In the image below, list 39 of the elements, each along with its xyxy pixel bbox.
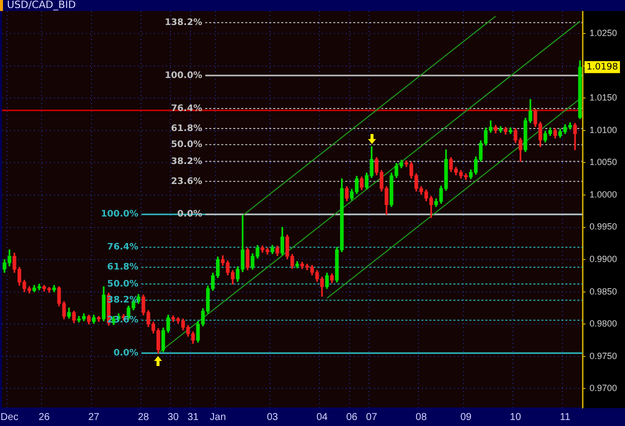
x-tick-label: 27 bbox=[88, 412, 100, 423]
y-tick-label: 0.9950 bbox=[589, 222, 618, 232]
y-tick-label: 1.0050 bbox=[589, 157, 618, 168]
annotation: 38.2% bbox=[171, 156, 202, 167]
y-tick-label: 1.0250 bbox=[589, 28, 618, 38]
x-tick-label: 11 bbox=[560, 412, 571, 423]
x-tick-label: 26 bbox=[38, 412, 50, 423]
x-tick-label: 07 bbox=[366, 412, 378, 423]
x-tick-label: 08 bbox=[416, 412, 428, 423]
chart-title: USD/CAD_BID bbox=[0, 0, 607, 11]
x-tick-label: 30 bbox=[168, 412, 180, 423]
y-tick-label: 0.9800 bbox=[589, 318, 618, 329]
x-tick-label: Dec bbox=[0, 412, 18, 423]
annotation: 61.8% bbox=[171, 124, 202, 134]
annotation: 100.0% bbox=[100, 210, 138, 220]
x-tick-label: 06 bbox=[346, 412, 358, 423]
x-tick-label: 28 bbox=[138, 412, 150, 423]
annotation: 50.0% bbox=[171, 140, 202, 150]
y-tick-label: 1.0100 bbox=[589, 124, 618, 135]
y-tick-label: 0.9900 bbox=[589, 254, 618, 264]
annotation: 0.0% bbox=[113, 348, 138, 358]
annotation: 1.0198 bbox=[586, 62, 618, 73]
annotation: 50.0% bbox=[107, 279, 138, 290]
y-tick-label: 1.0000 bbox=[589, 189, 618, 200]
annotation: 76.4% bbox=[107, 242, 138, 253]
annotation: 138.2% bbox=[164, 18, 202, 28]
y-tick-label: 0.9750 bbox=[589, 350, 618, 361]
x-tick-label: 09 bbox=[460, 412, 472, 423]
annotation: 61.8% bbox=[107, 262, 138, 273]
y-tick-label: 0.9700 bbox=[589, 383, 618, 394]
x-tick-label: Jan bbox=[210, 412, 226, 423]
annotation: 100.0% bbox=[164, 70, 202, 81]
x-tick-label: 04 bbox=[316, 412, 328, 423]
x-tick-label: 10 bbox=[510, 412, 522, 423]
x-tick-label: 03 bbox=[266, 412, 278, 423]
y-tick-label: 0.9850 bbox=[589, 286, 618, 296]
x-tick-label: 31 bbox=[187, 412, 200, 423]
annotation: 23.6% bbox=[171, 176, 202, 187]
y-tick-label: 1.0150 bbox=[589, 92, 618, 103]
